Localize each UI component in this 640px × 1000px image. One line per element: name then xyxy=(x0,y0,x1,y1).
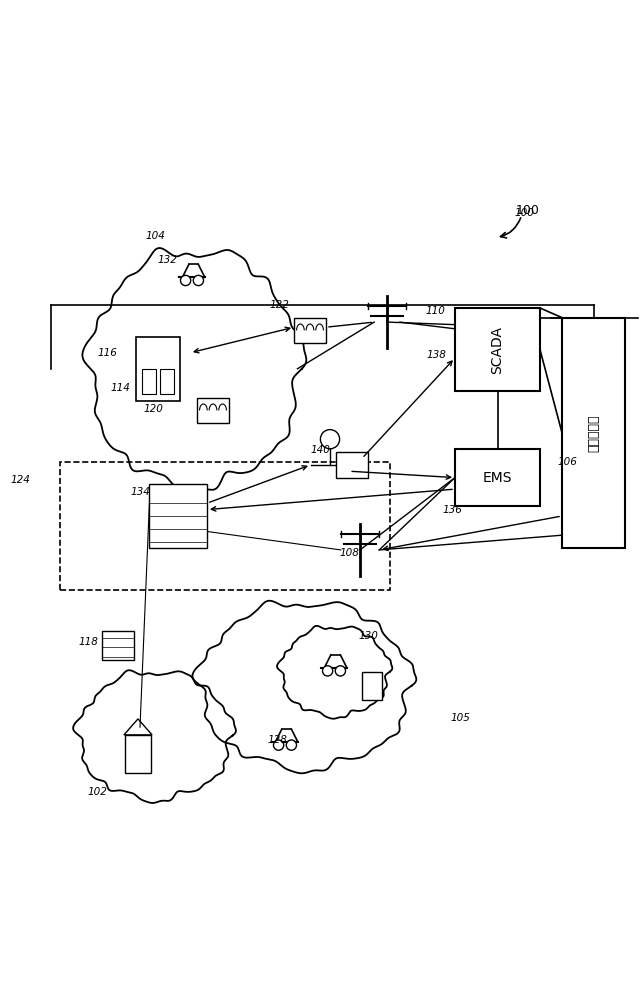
Bar xyxy=(102,631,134,660)
Bar xyxy=(294,318,326,343)
Bar xyxy=(60,462,390,590)
Polygon shape xyxy=(73,670,236,803)
Circle shape xyxy=(286,740,296,750)
Text: 105: 105 xyxy=(450,713,470,723)
Text: 120: 120 xyxy=(143,404,163,414)
Polygon shape xyxy=(83,248,307,494)
Polygon shape xyxy=(193,601,417,773)
Text: 132: 132 xyxy=(157,255,177,265)
Bar xyxy=(160,369,174,394)
Text: 128: 128 xyxy=(267,735,287,745)
Text: 140: 140 xyxy=(310,445,330,455)
Text: 114: 114 xyxy=(110,383,130,393)
Bar xyxy=(337,452,369,478)
Bar xyxy=(142,369,156,394)
Text: 100: 100 xyxy=(516,204,540,217)
Circle shape xyxy=(193,275,204,286)
Text: EMS: EMS xyxy=(483,471,512,485)
Text: 136: 136 xyxy=(442,505,462,515)
Text: 电力提供方: 电力提供方 xyxy=(587,414,600,452)
Bar xyxy=(562,318,625,548)
Circle shape xyxy=(273,740,284,750)
Circle shape xyxy=(323,666,333,676)
Bar xyxy=(455,449,540,506)
Text: 122: 122 xyxy=(269,300,289,310)
Bar xyxy=(125,735,151,773)
Circle shape xyxy=(321,430,340,449)
Polygon shape xyxy=(277,626,392,719)
FancyArrowPatch shape xyxy=(500,218,521,238)
Text: 100: 100 xyxy=(514,208,534,218)
Bar xyxy=(362,672,381,700)
Text: 104: 104 xyxy=(145,231,165,241)
Bar xyxy=(136,337,180,401)
Circle shape xyxy=(180,275,191,286)
Text: SCADA: SCADA xyxy=(490,326,504,374)
Text: 116: 116 xyxy=(97,348,117,358)
Text: 118: 118 xyxy=(78,637,98,647)
Text: 110: 110 xyxy=(425,306,445,316)
Text: 106: 106 xyxy=(557,457,577,467)
Bar xyxy=(455,308,540,391)
Text: 130: 130 xyxy=(358,631,378,641)
Bar xyxy=(149,484,207,548)
Text: 138: 138 xyxy=(426,350,446,360)
Circle shape xyxy=(335,666,346,676)
Text: 102: 102 xyxy=(87,787,107,797)
Text: 108: 108 xyxy=(339,548,359,558)
Bar xyxy=(197,398,229,423)
Text: 134: 134 xyxy=(130,487,150,497)
Text: 124: 124 xyxy=(10,475,30,485)
